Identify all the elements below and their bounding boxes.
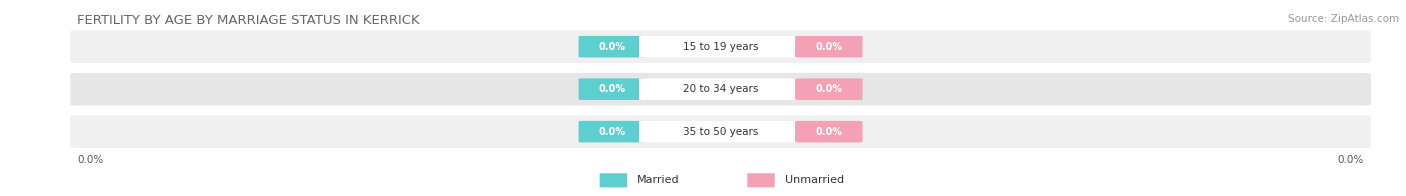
Text: Married: Married	[637, 175, 679, 185]
FancyBboxPatch shape	[748, 173, 775, 187]
Text: 0.0%: 0.0%	[815, 84, 842, 94]
Text: 0.0%: 0.0%	[815, 127, 842, 137]
FancyBboxPatch shape	[796, 121, 863, 142]
Text: 0.0%: 0.0%	[599, 84, 626, 94]
FancyBboxPatch shape	[796, 78, 863, 100]
FancyBboxPatch shape	[638, 36, 801, 57]
FancyBboxPatch shape	[638, 121, 801, 142]
Text: 0.0%: 0.0%	[815, 42, 842, 52]
FancyBboxPatch shape	[70, 115, 1371, 148]
FancyBboxPatch shape	[579, 78, 645, 100]
FancyBboxPatch shape	[579, 121, 645, 142]
Text: FERTILITY BY AGE BY MARRIAGE STATUS IN KERRICK: FERTILITY BY AGE BY MARRIAGE STATUS IN K…	[77, 14, 420, 27]
FancyBboxPatch shape	[638, 78, 801, 100]
Text: 20 to 34 years: 20 to 34 years	[683, 84, 758, 94]
Text: 0.0%: 0.0%	[599, 42, 626, 52]
FancyBboxPatch shape	[599, 173, 627, 187]
FancyBboxPatch shape	[579, 36, 645, 57]
Text: Unmarried: Unmarried	[785, 175, 844, 185]
Text: 35 to 50 years: 35 to 50 years	[683, 127, 758, 137]
FancyBboxPatch shape	[796, 36, 863, 57]
Text: 0.0%: 0.0%	[1337, 155, 1364, 165]
Text: Source: ZipAtlas.com: Source: ZipAtlas.com	[1288, 14, 1399, 24]
Text: 0.0%: 0.0%	[599, 127, 626, 137]
Text: 0.0%: 0.0%	[77, 155, 104, 165]
FancyBboxPatch shape	[70, 30, 1371, 63]
FancyBboxPatch shape	[70, 73, 1371, 105]
Text: 15 to 19 years: 15 to 19 years	[683, 42, 758, 52]
